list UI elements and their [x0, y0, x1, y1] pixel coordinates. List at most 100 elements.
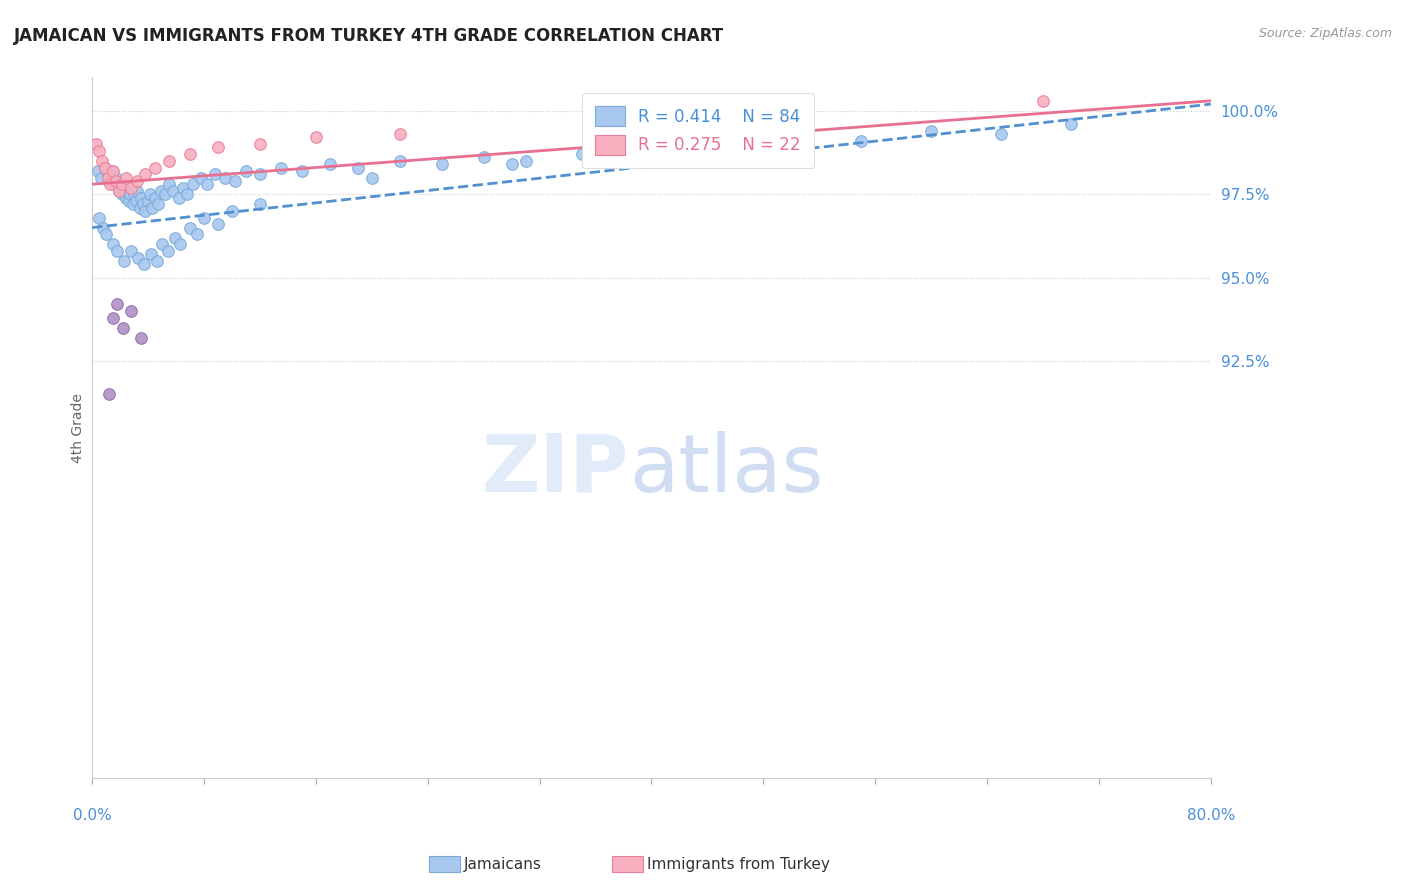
- Point: [115, 184, 138, 198]
- Point: [193, 211, 215, 225]
- Point: [319, 157, 342, 171]
- Point: [360, 170, 382, 185]
- Point: [91, 153, 114, 168]
- Point: [129, 190, 152, 204]
- Point: [97, 387, 120, 401]
- Point: [990, 127, 1012, 141]
- Point: [86, 137, 108, 152]
- Point: [100, 164, 122, 178]
- Point: [249, 167, 271, 181]
- Point: [90, 170, 112, 185]
- Point: [515, 153, 537, 168]
- Point: [176, 187, 198, 202]
- Point: [101, 237, 124, 252]
- Point: [157, 153, 180, 168]
- Point: [107, 184, 129, 198]
- Point: [104, 174, 127, 188]
- Point: [179, 220, 201, 235]
- Point: [181, 177, 204, 191]
- Text: Immigrants from Turkey: Immigrants from Turkey: [647, 857, 830, 871]
- Y-axis label: 4th Grade: 4th Grade: [72, 392, 86, 463]
- Point: [291, 164, 314, 178]
- Point: [162, 184, 184, 198]
- Point: [114, 170, 136, 185]
- Point: [120, 304, 142, 318]
- Point: [122, 187, 145, 202]
- Point: [388, 153, 411, 168]
- Point: [169, 237, 191, 252]
- Point: [129, 330, 152, 344]
- Point: [131, 197, 153, 211]
- Point: [94, 161, 117, 175]
- Point: [134, 167, 156, 181]
- Point: [195, 177, 218, 191]
- Point: [224, 174, 246, 188]
- Point: [207, 140, 229, 154]
- Point: [1060, 117, 1083, 131]
- Point: [120, 244, 142, 258]
- Point: [103, 177, 125, 191]
- Point: [179, 147, 201, 161]
- Point: [104, 170, 127, 185]
- Point: [270, 161, 292, 175]
- Point: [139, 247, 162, 261]
- Point: [108, 177, 131, 191]
- Point: [143, 161, 166, 175]
- Point: [138, 187, 160, 202]
- Point: [347, 161, 370, 175]
- Point: [186, 227, 208, 242]
- Point: [305, 130, 328, 145]
- Point: [121, 197, 143, 211]
- Text: 0.0%: 0.0%: [73, 808, 111, 823]
- Point: [150, 237, 173, 252]
- Point: [89, 144, 111, 158]
- Point: [120, 180, 142, 194]
- Point: [97, 167, 120, 181]
- Point: [146, 197, 169, 211]
- Point: [141, 201, 163, 215]
- Point: [190, 170, 212, 185]
- Point: [107, 184, 129, 198]
- Point: [851, 134, 873, 148]
- Point: [112, 253, 135, 268]
- Point: [96, 227, 118, 242]
- Text: Source: ZipAtlas.com: Source: ZipAtlas.com: [1258, 27, 1392, 40]
- Point: [124, 194, 146, 208]
- Point: [101, 164, 124, 178]
- Point: [710, 137, 733, 152]
- Point: [430, 157, 453, 171]
- Point: [87, 164, 110, 178]
- Point: [780, 130, 803, 145]
- Point: [118, 187, 141, 202]
- Point: [117, 194, 139, 208]
- Point: [97, 170, 120, 185]
- Point: [204, 167, 226, 181]
- Point: [143, 190, 166, 204]
- Point: [93, 220, 115, 235]
- Text: JAMAICAN VS IMMIGRANTS FROM TURKEY 4TH GRADE CORRELATION CHART: JAMAICAN VS IMMIGRANTS FROM TURKEY 4TH G…: [14, 27, 724, 45]
- Point: [127, 251, 149, 265]
- Point: [172, 180, 194, 194]
- Legend: R = 0.414    N = 84, R = 0.275    N = 22: R = 0.414 N = 84, R = 0.275 N = 22: [582, 93, 814, 169]
- Point: [136, 194, 159, 208]
- Point: [98, 177, 121, 191]
- Point: [105, 297, 128, 311]
- Point: [388, 127, 411, 141]
- Text: 80.0%: 80.0%: [1187, 808, 1234, 823]
- Point: [235, 164, 257, 178]
- Point: [157, 177, 180, 191]
- Point: [105, 244, 128, 258]
- Point: [640, 140, 662, 154]
- Point: [94, 161, 117, 175]
- Point: [110, 187, 132, 202]
- Point: [472, 151, 495, 165]
- Point: [207, 217, 229, 231]
- Point: [134, 203, 156, 218]
- Text: atlas: atlas: [628, 431, 824, 508]
- Point: [214, 170, 236, 185]
- Point: [132, 257, 155, 271]
- Point: [149, 184, 172, 198]
- Point: [128, 201, 150, 215]
- Text: Jamaicans: Jamaicans: [464, 857, 541, 871]
- Point: [167, 190, 190, 204]
